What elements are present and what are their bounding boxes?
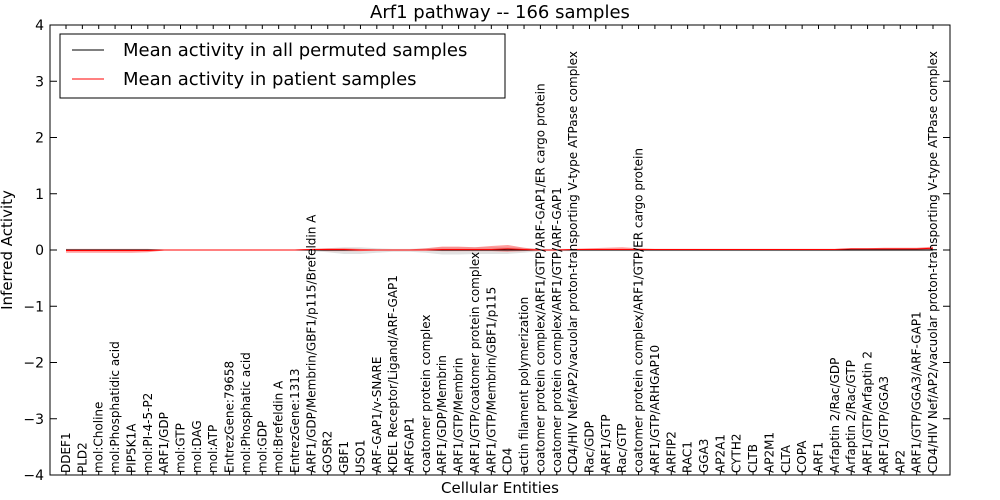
x-category-label: EntrezGene:1313 — [288, 369, 302, 474]
legend-label-permuted: Mean activity in all permuted samples — [123, 40, 467, 61]
x-category-label: KDEL Receptor/Ligand/ARF-GAP1 — [386, 275, 400, 473]
x-category-label: mol:PI-4-5-P2 — [141, 393, 155, 473]
x-category-label: mol:Choline — [92, 402, 106, 473]
x-category-label: actin filament polymerization — [517, 297, 531, 473]
x-category-label: mol:GDP — [255, 421, 269, 473]
x-category-label: ARF1/GDP/Membrin/GBF1/p115/Brefeldin A — [304, 214, 318, 473]
y-axis: −4 −3 −2 −1 0 1 2 3 4 — [23, 18, 950, 484]
x-category-label: mol:ATP — [206, 425, 220, 473]
x-category-label: ARF-GAP1/v-SNARE — [370, 357, 384, 473]
x-axis: DDEF1 PLD2 mol:Choline mol:Phosphatidic aci… — [59, 25, 940, 475]
x-category-label: EntrezGene:79658 — [223, 361, 237, 473]
x-category-label: ARFIP2 — [664, 431, 678, 473]
y-tick-label: −3 — [23, 412, 44, 428]
x-category-label: mol:Brefeldin A — [272, 380, 286, 473]
x-category-label: PIP5K1A — [124, 423, 138, 473]
legend: Mean activity in all permuted samples Me… — [59, 33, 506, 99]
x-category-label: coatomer protein complex — [419, 315, 433, 473]
x-category-label: mol:DAG — [190, 420, 204, 473]
x-category-label: CLTB — [746, 444, 760, 473]
y-tick-label: 3 — [35, 74, 44, 90]
x-category-label: RAC1 — [681, 441, 695, 473]
x-category-label: Arfaptin 2/Rac/GDP — [828, 358, 842, 473]
x-category-label: ARF1/GTP/GGA3 — [877, 376, 891, 473]
x-category-label: mol:GTP — [174, 423, 188, 473]
x-category-label: ARF1/GDP/Membrin — [435, 355, 449, 473]
x-category-label: coatomer protein complex/ARF1/GTP/ARF-GA… — [550, 187, 564, 473]
y-tick-label: 4 — [35, 18, 44, 34]
x-category-label: AP2M1 — [762, 432, 776, 473]
x-category-label: ARF1/GTP — [599, 414, 613, 473]
y-tick-label: −1 — [23, 299, 44, 315]
x-category-label: ARF1/GTP/Membrin/GBF1/p115 — [484, 287, 498, 473]
x-category-label: PLD2 — [75, 442, 89, 473]
y-tick-label: −2 — [23, 356, 44, 372]
x-category-label: AP2 — [893, 450, 907, 473]
x-category-label: Arfaptin 2/Rac/GTP — [844, 360, 858, 473]
y-tick-label: 1 — [35, 187, 44, 203]
x-category-label: CLTA — [779, 444, 793, 473]
y-tick-label: 2 — [35, 131, 44, 147]
x-category-label: ARF1 — [812, 442, 826, 473]
chart-title: Arf1 pathway -- 166 samples — [370, 2, 630, 23]
x-category-label: ARFGAP1 — [403, 417, 417, 473]
y-axis-title: Inferred Activity — [0, 190, 16, 310]
x-category-label: CYTH2 — [730, 434, 744, 474]
y-tick-label: −4 — [23, 468, 44, 484]
x-category-label: Rac/GDP — [583, 421, 597, 473]
legend-box — [59, 33, 506, 99]
x-category-label: USO1 — [354, 440, 368, 473]
series-line-patient — [66, 247, 934, 252]
legend-label-patient: Mean activity in patient samples — [123, 69, 417, 90]
x-category-label: COPA — [795, 440, 809, 473]
x-category-label: ARF1/GTP/ARHGAP10 — [648, 345, 662, 473]
x-category-label: GOSR2 — [321, 431, 335, 473]
x-category-label: coatomer protein complex/ARF1/GTP/ARF-GA… — [533, 83, 547, 473]
x-category-label: coatomer protein complex/ARF1/GTP/ER car… — [632, 148, 646, 473]
x-category-label: ARF1/GTP/GGA3/ARF-GAP1 — [910, 311, 924, 473]
x-category-label: CD4 — [501, 448, 515, 473]
x-category-label: DDEF1 — [59, 432, 73, 473]
x-category-label: CD4/HIV Nef/AP2/vacuolar proton-transpor… — [566, 51, 580, 473]
series-lines — [66, 247, 934, 252]
x-category-label: GBF1 — [337, 441, 351, 473]
y-tick-label: 0 — [35, 243, 44, 259]
x-category-label: CD4/HIV Nef/AP2/vacuolar proton-transpor… — [926, 51, 940, 473]
x-category-label: mol:Phosphatidic acid — [108, 341, 122, 473]
x-category-label: mol:Phosphatic acid — [239, 352, 253, 473]
x-category-label: AP2A1 — [713, 434, 727, 473]
x-category-label: ARF1/GTP/coatomer protein complex — [468, 252, 482, 473]
x-category-label: ARF1/GTP/Membrin — [452, 357, 466, 473]
x-axis-title: Cellular Entities — [441, 479, 559, 497]
x-category-label: ARF1/GTP/Arfaptin 2 — [861, 351, 875, 473]
x-category-label: GGA3 — [697, 439, 711, 473]
x-category-label: ARF1/GDP — [157, 412, 171, 473]
x-category-label: Rac/GTP — [615, 423, 629, 473]
